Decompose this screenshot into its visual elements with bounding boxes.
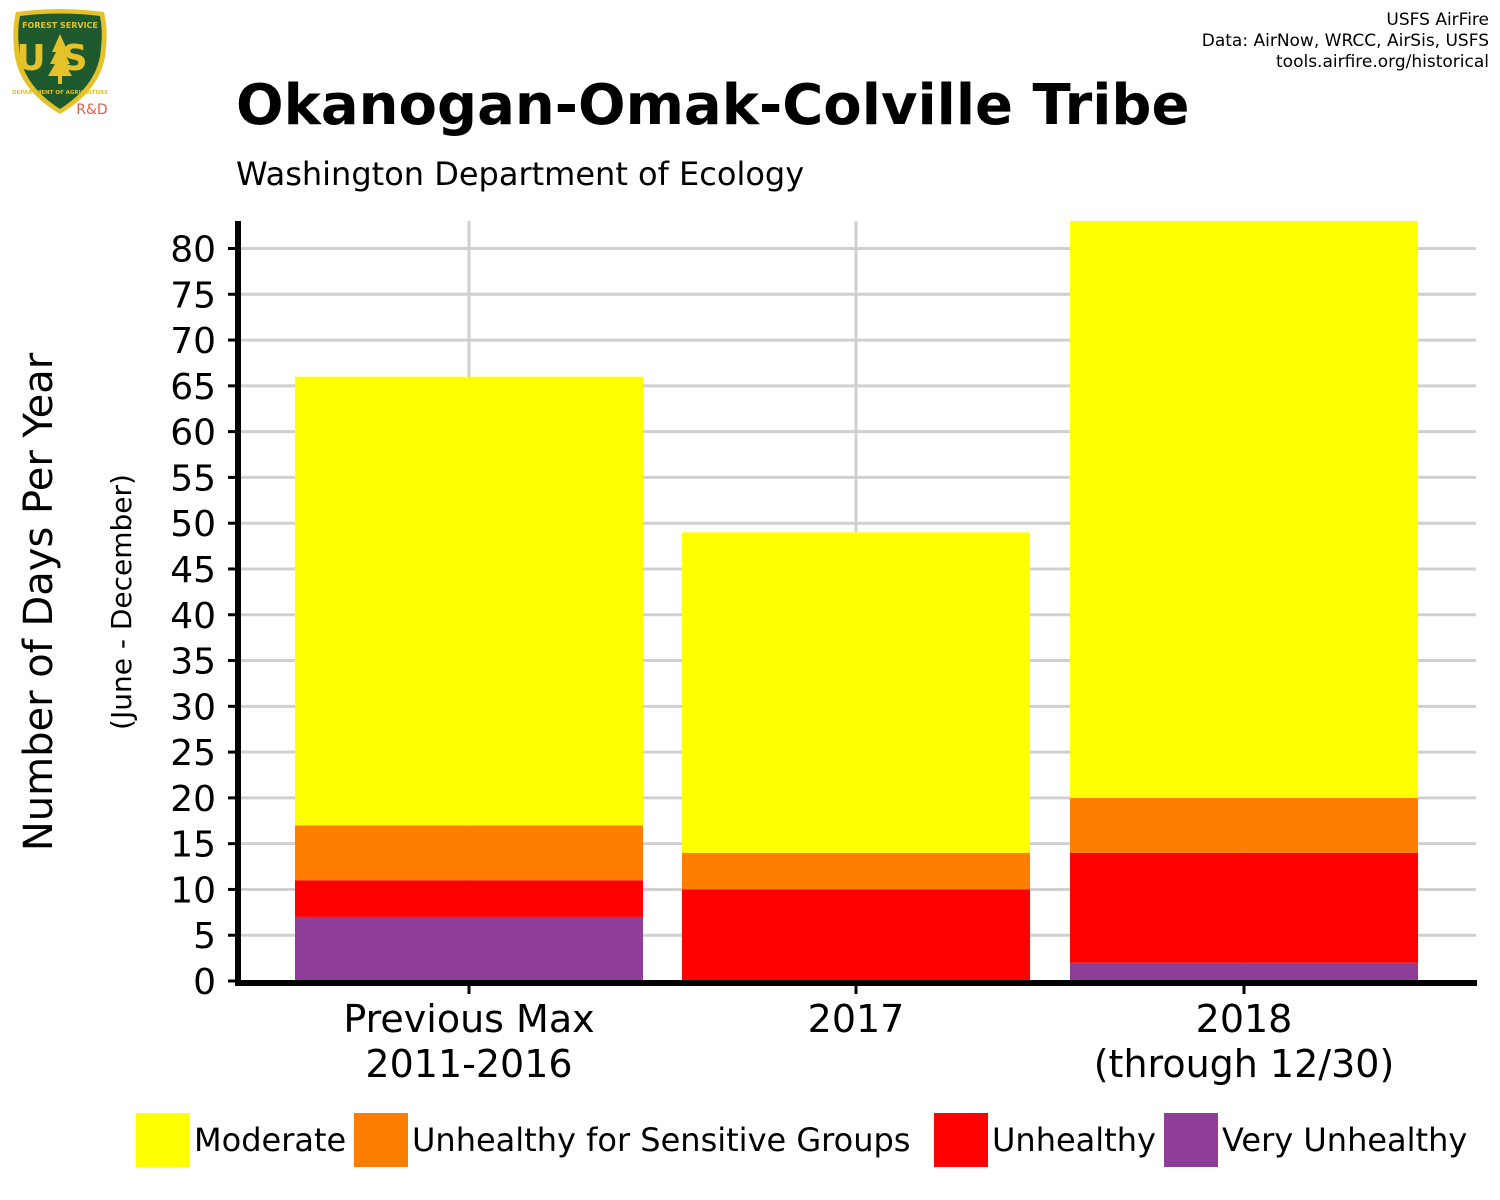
credit-line: USFS AirFire — [1386, 10, 1489, 30]
axes — [228, 221, 1477, 994]
y-axis-label: Number of Days Per Year — [16, 352, 62, 851]
credits-block: USFS AirFire Data: AirNow, WRCC, AirSis,… — [1202, 10, 1489, 73]
bar-segment — [682, 532, 1030, 853]
x-tick-label: 2011-2016 — [365, 1042, 572, 1086]
legend-swatch — [934, 1113, 988, 1167]
logo-bottom-text: DEPARTMENT OF AGRICULTURE — [12, 90, 108, 96]
bar-segment — [1070, 797, 1418, 853]
legend-swatch — [136, 1113, 190, 1167]
legend-item: Unhealthy — [934, 1112, 1156, 1168]
y-tick-label: 55 — [170, 458, 216, 499]
y-tick-label: 25 — [170, 733, 216, 774]
x-tick-label: 2018 — [1196, 997, 1293, 1041]
y-tick-label: 50 — [170, 504, 216, 545]
logo-top-text: FOREST SERVICE — [22, 21, 98, 30]
y-tick-label: 35 — [170, 642, 216, 683]
y-tick-label: 40 — [170, 596, 216, 637]
y-tick-label: 20 — [170, 779, 216, 820]
usfs-shield-logo: FOREST SERVICE US DEPARTMENT OF AGRICULT… — [12, 9, 108, 118]
bar-segment — [1070, 852, 1418, 963]
bar-segment — [1070, 221, 1418, 798]
y-tick-label: 80 — [170, 230, 216, 271]
x-tick-label: 2017 — [808, 997, 905, 1041]
y-tick-label: 75 — [170, 275, 216, 316]
y-tick-label: 65 — [170, 367, 216, 408]
y-tick-label: 5 — [193, 916, 216, 957]
y-tick-label: 30 — [170, 687, 216, 728]
bars — [295, 221, 1418, 981]
y-tick-label: 60 — [170, 413, 216, 454]
y-tick-label: 10 — [170, 870, 216, 911]
logo-tree-icon — [48, 34, 72, 84]
y-tick-label: 0 — [193, 962, 216, 1003]
logo-rd-tag: R&D — [76, 102, 107, 118]
bar-segment — [295, 880, 643, 917]
x-tick-label: Previous Max — [343, 997, 594, 1041]
legend-label: Very Unhealthy — [1222, 1121, 1468, 1159]
chart-title: Okanogan-Omak-Colville Tribe — [236, 73, 1190, 138]
legend-swatch — [1164, 1113, 1218, 1167]
legend-item: Unhealthy for Sensitive Groups — [354, 1112, 910, 1168]
bar-segment — [295, 825, 643, 881]
x-tick-label: (through 12/30) — [1094, 1042, 1395, 1086]
credit-line: tools.airfire.org/historical — [1276, 52, 1489, 72]
legend-label: Unhealthy — [992, 1121, 1156, 1159]
y-tick-label: 70 — [170, 321, 216, 362]
legend-label: Unhealthy for Sensitive Groups — [412, 1121, 911, 1159]
bar-segment — [295, 916, 643, 981]
y-axis-sublabel: (June - December) — [105, 474, 138, 730]
y-tick-label: 45 — [170, 550, 216, 591]
legend-item: Moderate — [136, 1112, 346, 1168]
bar-segment — [1070, 962, 1418, 981]
bar-segment — [682, 852, 1030, 890]
credit-line: Data: AirNow, WRCC, AirSis, USFS — [1201, 31, 1489, 51]
legend-swatch — [354, 1113, 408, 1167]
legend-item: Very Unhealthy — [1164, 1112, 1467, 1168]
bar-segment — [295, 376, 643, 826]
y-tick-label: 15 — [170, 825, 216, 866]
chart-subtitle: Washington Department of Ecology — [236, 155, 805, 193]
legend-label: Moderate — [194, 1121, 347, 1159]
bar-segment — [682, 889, 1030, 981]
